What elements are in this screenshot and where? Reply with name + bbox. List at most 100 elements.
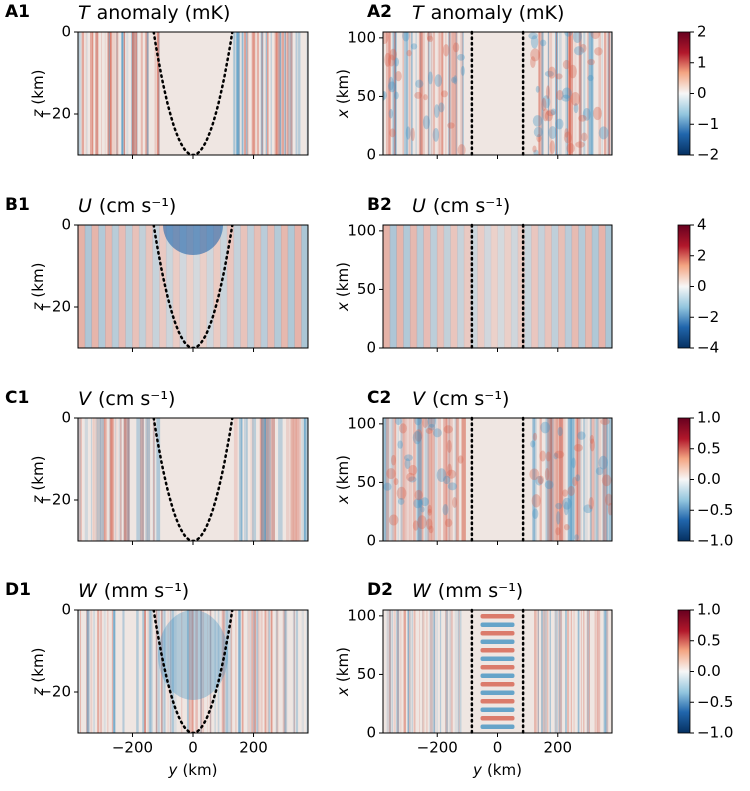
field-texture — [428, 423, 436, 431]
field-texture — [568, 418, 572, 541]
field-texture — [169, 610, 172, 733]
field-texture — [111, 610, 114, 733]
field-texture — [441, 32, 444, 155]
field-texture — [573, 610, 575, 733]
field-texture — [393, 32, 396, 155]
field-texture — [480, 699, 515, 704]
field-texture — [152, 418, 156, 541]
field-texture — [532, 418, 536, 541]
panel-title: U (cm s⁻¹) — [78, 195, 176, 217]
field-texture — [430, 32, 433, 155]
field-texture — [144, 610, 146, 733]
field-texture — [598, 32, 601, 155]
field-texture — [422, 115, 430, 130]
field-texture — [195, 610, 198, 733]
field-texture — [109, 418, 114, 541]
field-texture — [532, 418, 537, 541]
title-symbol: W — [412, 580, 432, 602]
field-texture — [383, 418, 386, 541]
field-texture — [132, 225, 140, 348]
field-texture — [405, 126, 411, 140]
field-texture — [202, 610, 205, 733]
field-texture — [292, 610, 296, 733]
field-texture — [607, 32, 611, 155]
field-texture — [150, 610, 153, 733]
field-texture — [427, 71, 433, 85]
field-texture — [532, 115, 543, 127]
field-texture — [225, 610, 228, 733]
field-texture — [528, 32, 538, 40]
field-texture — [95, 418, 99, 541]
field-texture — [387, 610, 390, 733]
title-units: (cm s⁻¹) — [432, 388, 509, 410]
field-texture — [604, 493, 612, 506]
field-texture — [428, 525, 434, 534]
field-texture — [480, 614, 515, 619]
field-texture — [602, 418, 605, 541]
field-texture — [533, 418, 535, 541]
field-texture — [131, 32, 135, 155]
field-texture — [607, 32, 610, 155]
field-texture — [388, 514, 399, 526]
field-texture — [252, 610, 256, 733]
y-tick-label: 100 — [347, 221, 376, 239]
colorbar-tick-label: −1.0 — [697, 724, 733, 742]
field-texture — [408, 476, 417, 483]
field-texture — [541, 610, 543, 733]
field-texture — [279, 32, 281, 155]
colorbar-tick-label: 1 — [697, 53, 707, 71]
field-texture — [155, 610, 157, 733]
field-texture — [419, 418, 424, 541]
field-texture — [551, 225, 559, 348]
field-texture — [284, 32, 286, 155]
field-texture — [209, 610, 212, 733]
field-texture — [384, 52, 392, 67]
field-texture — [480, 690, 515, 695]
field-texture — [531, 494, 541, 508]
field-texture — [234, 32, 236, 155]
field-texture — [261, 418, 266, 541]
field-texture — [544, 225, 552, 348]
field-texture — [480, 682, 515, 687]
colorbar-tick-label: 2 — [697, 23, 707, 41]
y-tick-label: 50 — [357, 665, 376, 683]
field-texture — [480, 665, 515, 670]
field-texture — [417, 418, 423, 541]
panel-title: W (mm s⁻¹) — [412, 580, 523, 602]
field-texture — [264, 610, 267, 733]
field-texture — [393, 478, 399, 486]
field-texture — [125, 418, 130, 541]
field-texture — [425, 518, 433, 530]
field-texture — [406, 418, 410, 541]
field-texture — [414, 489, 423, 501]
field-texture — [416, 418, 420, 541]
field-texture — [307, 418, 308, 541]
field-texture — [408, 464, 418, 476]
field-texture — [247, 32, 249, 155]
field-texture — [210, 610, 212, 733]
field-texture — [589, 434, 594, 444]
field-texture — [84, 225, 93, 348]
field-texture — [542, 108, 549, 122]
field-texture — [579, 32, 582, 155]
field-texture — [558, 225, 566, 348]
y-axis-label: x (km) — [334, 262, 352, 312]
field-texture — [608, 32, 611, 155]
field-texture — [457, 455, 464, 464]
field-texture — [539, 32, 541, 155]
field-texture — [579, 43, 587, 53]
field-texture — [303, 418, 306, 541]
field-texture — [562, 59, 571, 70]
field-texture — [610, 32, 612, 155]
field-texture — [558, 610, 560, 733]
y-tick-label: 50 — [357, 473, 376, 491]
field-texture — [144, 610, 146, 733]
field-texture — [539, 450, 546, 462]
field-texture — [231, 610, 233, 733]
field-texture — [285, 610, 287, 733]
field-texture — [586, 610, 590, 733]
field-texture — [85, 32, 87, 155]
colorbar-tick-label: 2 — [697, 246, 707, 264]
x-axis-units: (km) — [182, 761, 217, 779]
field-texture — [290, 418, 292, 541]
